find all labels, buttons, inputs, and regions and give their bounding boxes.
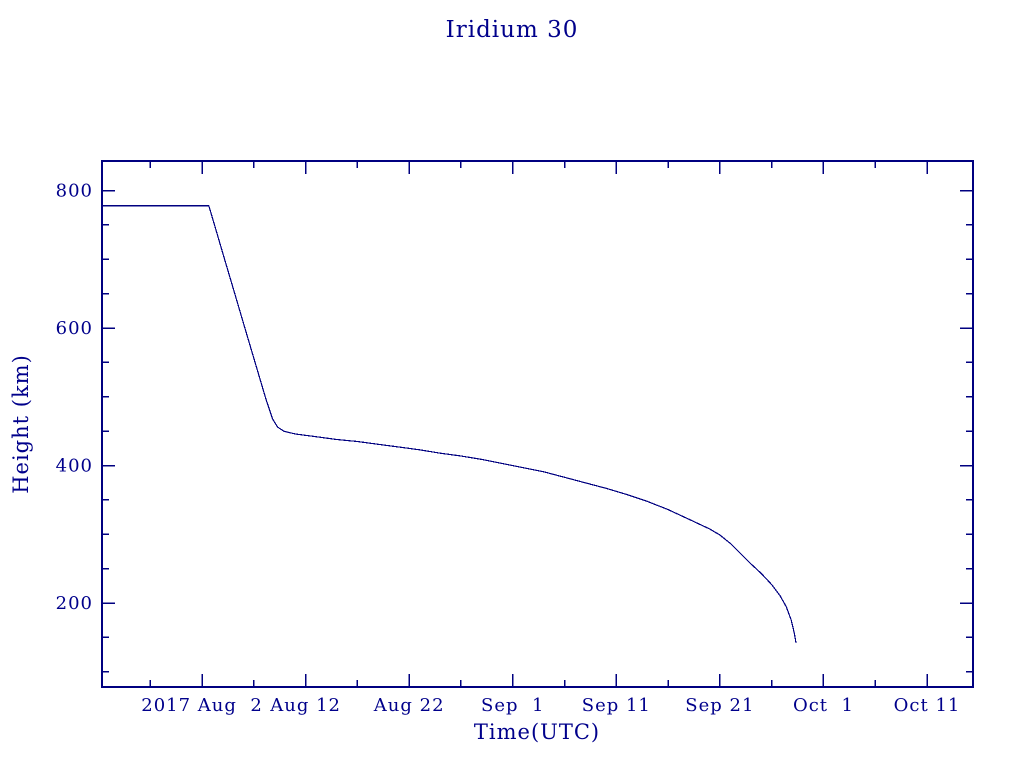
- y-tick-label: 400: [56, 456, 93, 477]
- x-tick-label: Sep 11: [582, 695, 651, 716]
- height-curve: [102, 205, 797, 644]
- x-tick-label: Oct 1: [793, 695, 854, 716]
- x-axis-title: Time(UTC): [473, 720, 601, 744]
- y-tick-label: 800: [56, 181, 93, 202]
- x-tick-label: Aug 12: [269, 695, 341, 716]
- y-tick-label: 600: [56, 318, 93, 339]
- chart-title: Iridium 30: [445, 17, 579, 43]
- x-tick-label: 2017 Aug 2: [141, 695, 263, 716]
- x-tick-label: Sep 1: [481, 695, 544, 716]
- x-tick-label: Sep 21: [685, 695, 754, 716]
- x-tick-label: Aug 22: [373, 695, 445, 716]
- plot-frame: [101, 160, 974, 688]
- x-tick-label: Oct 11: [894, 695, 961, 716]
- y-tick-label: 200: [56, 593, 93, 614]
